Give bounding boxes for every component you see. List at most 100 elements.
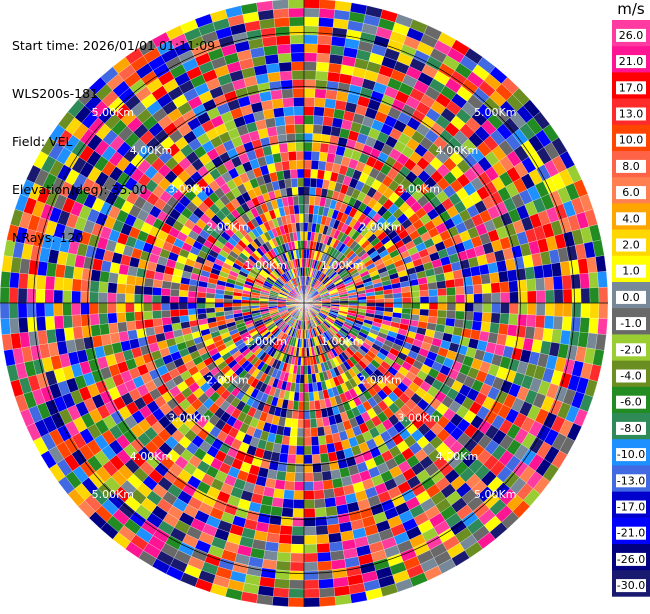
range-ring-label: 3.00Km xyxy=(397,182,439,195)
velocity-gate xyxy=(444,271,454,280)
velocity-gate xyxy=(316,534,329,544)
velocity-gate xyxy=(571,317,581,332)
velocity-gate xyxy=(299,214,304,223)
velocity-gate xyxy=(481,322,491,333)
velocity-gate xyxy=(509,303,518,314)
velocity-gate xyxy=(72,303,81,315)
velocity-gate xyxy=(297,419,304,428)
velocity-gate xyxy=(314,490,325,500)
velocity-gate xyxy=(291,535,304,544)
velocity-gate xyxy=(310,419,317,428)
velocity-gate xyxy=(597,318,607,334)
field-text: Field: VEL xyxy=(12,134,215,150)
velocity-gate xyxy=(500,313,510,324)
velocity-gate xyxy=(447,303,456,311)
velocity-gate xyxy=(170,303,179,310)
velocity-gate xyxy=(54,316,64,330)
velocity-gate xyxy=(482,312,492,322)
velocity-gate xyxy=(284,481,294,491)
velocity-gate xyxy=(277,552,291,562)
velocity-gate xyxy=(63,278,73,291)
velocity-gate xyxy=(276,125,286,135)
velocity-gate xyxy=(296,151,304,160)
velocity-gate xyxy=(304,517,316,526)
range-ring-label: 4.00Km xyxy=(436,450,478,463)
velocity-gate xyxy=(536,290,545,303)
velocity-gate xyxy=(437,310,446,318)
velocity-gate xyxy=(241,303,250,306)
velocity-gate xyxy=(45,276,55,290)
velocity-gate xyxy=(304,589,319,598)
velocity-gate xyxy=(283,499,294,509)
velocity-gate xyxy=(232,303,241,307)
velocity-gate xyxy=(304,383,309,392)
velocity-gate xyxy=(304,106,314,115)
velocity-gate xyxy=(63,303,72,316)
velocity-gate xyxy=(304,169,311,178)
velocity-gate xyxy=(63,315,73,328)
velocity-gate xyxy=(571,274,581,289)
velocity-gate xyxy=(563,303,572,317)
velocity-gate xyxy=(145,327,155,337)
colorbar-tick-label: -4.0 xyxy=(620,370,641,383)
velocity-gate xyxy=(304,205,309,214)
colorbar-tick-label: -6.0 xyxy=(620,396,641,409)
velocity-gate xyxy=(233,306,242,310)
velocity-gate xyxy=(315,516,327,526)
velocity-gate xyxy=(54,277,64,291)
velocity-gate xyxy=(358,300,367,303)
velocity-gate xyxy=(428,289,437,296)
velocity-gate xyxy=(295,473,304,482)
colorbar-tick-label: 8.0 xyxy=(622,160,640,173)
velocity-gate xyxy=(289,17,304,26)
velocity-gate xyxy=(315,508,327,518)
velocity-gate xyxy=(290,169,297,178)
velocity-gate xyxy=(297,232,301,241)
velocity-gate xyxy=(9,288,18,303)
velocity-gate xyxy=(304,491,314,500)
velocity-gate xyxy=(0,271,10,287)
velocity-gate xyxy=(553,276,563,290)
velocity-gate xyxy=(117,274,127,285)
velocity-gate xyxy=(27,303,36,318)
velocity-gate xyxy=(125,294,134,303)
velocity-gate xyxy=(72,291,81,303)
velocity-gate xyxy=(384,294,393,299)
velocity-gate xyxy=(589,272,599,288)
velocity-gate xyxy=(277,44,291,54)
velocity-gate xyxy=(72,315,82,328)
velocity-gate xyxy=(289,436,297,445)
velocity-gate xyxy=(90,314,100,326)
velocity-gate xyxy=(319,579,334,589)
velocity-gate xyxy=(316,71,329,81)
velocity-gate xyxy=(304,392,309,401)
velocity-gate xyxy=(309,392,315,401)
velocity-gate xyxy=(328,452,338,462)
range-ring-label: 5.00Km xyxy=(474,106,516,119)
velocity-gate xyxy=(107,293,116,303)
velocity-gate xyxy=(366,296,375,300)
velocity-gate xyxy=(438,296,447,303)
velocity-gate xyxy=(308,374,313,383)
velocity-gate xyxy=(304,348,307,357)
colorbar-tick-label: -1.0 xyxy=(620,317,641,330)
velocity-gate xyxy=(325,497,337,507)
velocity-gate xyxy=(589,318,599,334)
velocity-gate xyxy=(99,271,109,283)
velocity-gate xyxy=(447,295,456,303)
velocity-gate xyxy=(162,317,172,325)
velocity-gate xyxy=(274,17,289,27)
velocity-gate xyxy=(273,8,289,18)
range-ring-label: 2.00Km xyxy=(206,374,248,387)
velocity-gate xyxy=(288,151,296,161)
velocity-gate xyxy=(572,288,581,303)
velocity-gate xyxy=(91,269,101,281)
velocity-gate xyxy=(304,339,306,348)
velocity-gate xyxy=(307,365,311,374)
velocity-gate xyxy=(273,107,284,117)
colorbar-tick-label: 21.0 xyxy=(619,55,644,68)
velocity-gate xyxy=(125,312,135,322)
velocity-gate xyxy=(312,454,321,464)
velocity-gate xyxy=(272,98,284,108)
velocity-gate xyxy=(197,308,206,314)
